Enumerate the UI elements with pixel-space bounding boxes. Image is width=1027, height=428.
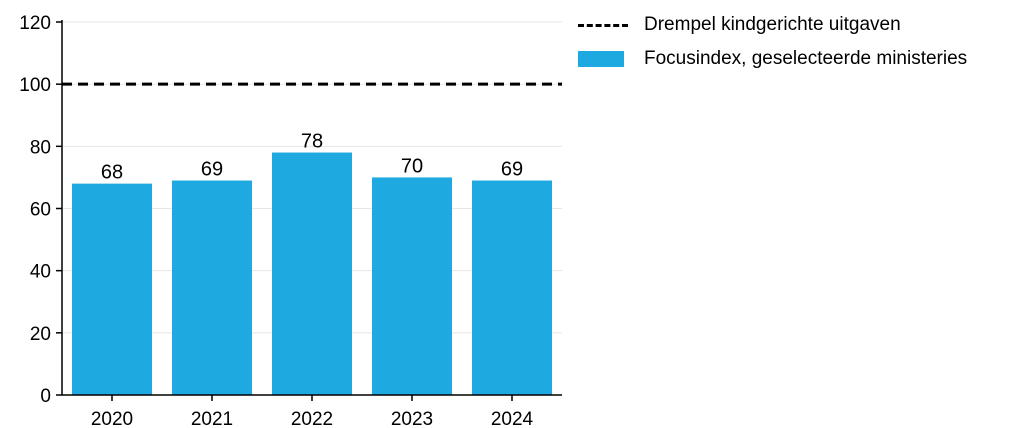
y-tick-label: 80	[30, 137, 51, 158]
y-tick-label: 40	[30, 262, 51, 283]
data-label: 69	[201, 159, 223, 181]
y-tick-label: 60	[30, 200, 51, 221]
bar-swatch	[578, 51, 624, 67]
y-axis-ticks: 0 20 40 60 80 100 120	[19, 13, 62, 407]
y-tick-label: 20	[30, 324, 51, 345]
bar	[372, 177, 452, 395]
bars	[72, 152, 552, 395]
legend-item-threshold: Drempel kindgerichte uitgaven	[578, 8, 967, 42]
y-tick-label: 100	[19, 75, 51, 96]
data-label: 78	[301, 131, 323, 153]
x-tick-label: 2024	[491, 409, 534, 428]
dashed-line-swatch	[578, 23, 628, 27]
x-axis-ticks: 2020 2021 2022 2023 2024	[91, 395, 534, 428]
x-tick-label: 2022	[291, 409, 333, 428]
legend-label-focusindex: Focusindex, geselecteerde ministeries	[644, 48, 968, 69]
y-tick-label: 0	[40, 386, 51, 407]
data-labels: 68 69 78 70 69	[101, 131, 523, 184]
legend-label-threshold: Drempel kindgerichte uitgaven	[644, 14, 901, 35]
bar	[72, 183, 152, 395]
x-tick-label: 2020	[91, 409, 133, 428]
legend: Drempel kindgerichte uitgaven Focusindex…	[578, 8, 967, 76]
y-tick-label: 120	[19, 13, 51, 34]
data-label: 69	[501, 159, 523, 181]
x-tick-label: 2021	[191, 409, 233, 428]
x-tick-label: 2023	[391, 409, 433, 428]
bar	[272, 152, 352, 395]
legend-item-focusindex: Focusindex, geselecteerde ministeries	[578, 42, 967, 76]
bar	[172, 180, 252, 395]
bar	[472, 180, 552, 395]
data-label: 70	[401, 155, 423, 177]
data-label: 68	[101, 162, 123, 184]
